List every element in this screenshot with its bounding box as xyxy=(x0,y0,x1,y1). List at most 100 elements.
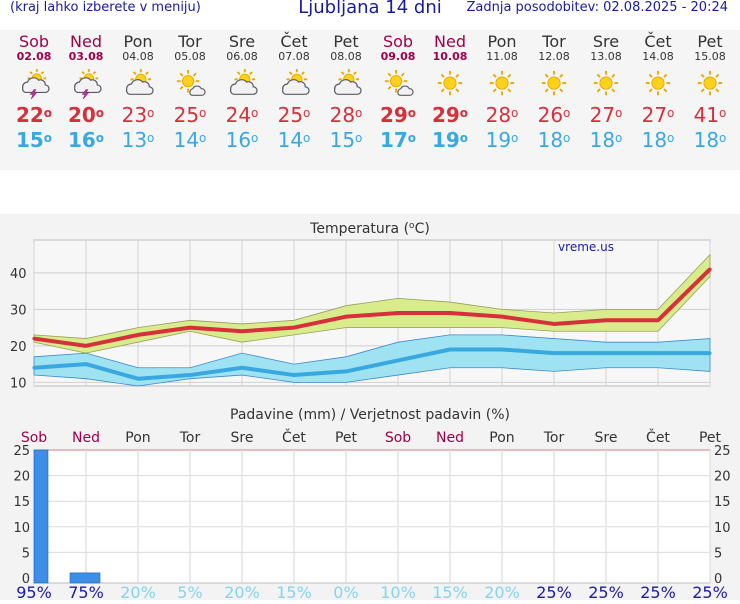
min-temp: 16o xyxy=(225,128,259,152)
min-temp-point xyxy=(84,362,88,366)
day-name: Čet xyxy=(280,32,308,51)
min-temp: 13o xyxy=(121,128,155,152)
precip-probability: 10% xyxy=(380,583,416,600)
precip-probability: 95% xyxy=(16,583,52,600)
day-column: Tor 12.08 26o 18o xyxy=(528,33,580,153)
min-temp-point xyxy=(292,373,296,377)
min-temp: 17o xyxy=(379,128,417,152)
max-temp-point xyxy=(396,311,400,315)
precip-plot-area xyxy=(33,449,711,584)
min-temp-point xyxy=(500,347,504,352)
min-temp-point xyxy=(448,347,452,352)
min-temp: 16o xyxy=(67,128,105,152)
degree-sign: o xyxy=(459,131,469,145)
precip-probability: 15% xyxy=(432,583,468,600)
min-temp-point xyxy=(136,377,140,381)
max-temp-point xyxy=(708,267,712,271)
day-date: 11.08 xyxy=(486,50,518,63)
min-temp-point xyxy=(188,373,192,377)
precip-day-label: Sre xyxy=(231,430,254,446)
max-temp-point xyxy=(32,336,36,341)
day-name: Sob xyxy=(382,32,414,51)
day-column: Sob 02.08 22o 15o xyxy=(8,33,60,153)
max-temp-point xyxy=(500,315,504,319)
min-temp: 18o xyxy=(641,128,675,152)
day-column: Ned 03.08 20o 16o xyxy=(60,33,112,153)
precip-probability: 5% xyxy=(177,583,202,600)
degree-sign: o xyxy=(95,106,105,120)
day-name: Pet xyxy=(697,32,723,51)
min-temp: 19o xyxy=(485,128,519,152)
precip-probability: 20% xyxy=(484,583,520,600)
precip-y-tick-right: 5 xyxy=(714,546,722,561)
degree-sign: o xyxy=(147,106,155,120)
precip-probability: 25% xyxy=(640,583,676,600)
min-temp: 14o xyxy=(173,128,207,152)
precip-probability: 0% xyxy=(333,583,358,600)
degree-sign: o xyxy=(303,131,311,145)
precip-probability: 15% xyxy=(276,583,312,600)
day-date: 08.08 xyxy=(330,50,362,63)
day-column: Pon 11.08 28o 19o xyxy=(476,33,528,153)
degree-sign: o xyxy=(251,106,259,120)
day-name: Tor xyxy=(178,32,202,51)
charts-panel: 10 20 30 40 Temperatura (oC) vreme.us Padavine… xyxy=(0,214,740,602)
sun-icon xyxy=(593,70,619,96)
max-temp-point xyxy=(292,326,296,330)
min-temp-point xyxy=(604,351,608,355)
day-date: 02.08 xyxy=(16,50,52,63)
max-temp-point xyxy=(344,315,348,319)
page-title: Ljubljana 14 dni xyxy=(298,0,442,18)
degree-sign: o xyxy=(615,106,623,120)
max-temp: 29o xyxy=(431,103,469,127)
precip-day-label: Čet xyxy=(282,428,306,446)
storm-sun-icon xyxy=(74,69,102,99)
precip-day-label: Sre xyxy=(595,430,618,446)
location-hint: (kraj lahko izberete v meniju) xyxy=(10,0,201,15)
precip-probability: 25% xyxy=(536,583,572,600)
degree-sign: o xyxy=(459,106,469,120)
degree-sign: o xyxy=(355,131,363,145)
sun-cloud-icon xyxy=(176,69,206,96)
day-date: 07.08 xyxy=(278,50,310,63)
temp-y-tick: 40 xyxy=(10,267,27,282)
max-temp-point xyxy=(240,329,244,333)
min-temp: 15o xyxy=(15,128,53,152)
day-name: Tor xyxy=(542,32,566,51)
precip-probability: 25% xyxy=(692,583,728,600)
daily-forecast-strip: Sob 02.08 22o 15o Ned 03.08 20o 16o Pon 04.08 23o 1… xyxy=(0,30,740,170)
temp-chart-title: Temperatura (oC) xyxy=(309,221,430,237)
precip-day-label: Sob xyxy=(21,430,47,446)
max-temp-point xyxy=(84,344,88,348)
precip-y-tick-left: 20 xyxy=(13,470,30,485)
precip-day-label: Pon xyxy=(125,430,150,446)
precip-day-label: Ned xyxy=(72,430,100,446)
day-name: Ned xyxy=(434,32,466,51)
max-temp: 28o xyxy=(485,103,519,127)
max-temp-point xyxy=(188,326,192,330)
precip-y-tick-left: 0 xyxy=(22,572,30,587)
day-name: Čet xyxy=(644,32,672,51)
day-name: Sob xyxy=(18,32,50,51)
precip-probability: 75% xyxy=(68,583,104,600)
degree-sign: o xyxy=(511,106,519,120)
precip-day-label: Sob xyxy=(385,430,411,446)
min-temp-point xyxy=(396,358,400,363)
precip-probability: 25% xyxy=(588,583,624,600)
day-date: 10.08 xyxy=(432,50,468,63)
sun-icon xyxy=(489,70,515,96)
degree-sign: o xyxy=(407,131,417,145)
sun-icon xyxy=(541,70,567,96)
day-column: Sre 06.08 24o 16o xyxy=(216,33,268,153)
precip-y-tick-right: 15 xyxy=(714,495,731,510)
precip-bar xyxy=(33,449,49,584)
max-temp: 27o xyxy=(589,103,623,127)
forecast-charts: 10 20 30 40 Temperatura (oC) vreme.us Padavine… xyxy=(10,221,731,602)
watermark: vreme.us xyxy=(558,240,614,254)
degree-sign: o xyxy=(563,106,571,120)
degree-sign: o xyxy=(251,131,259,145)
day-date: 14.08 xyxy=(642,50,674,63)
day-column: Čet 07.08 25o 14o xyxy=(268,33,320,153)
day-date: 03.08 xyxy=(68,50,104,63)
max-temp-point xyxy=(136,333,140,337)
